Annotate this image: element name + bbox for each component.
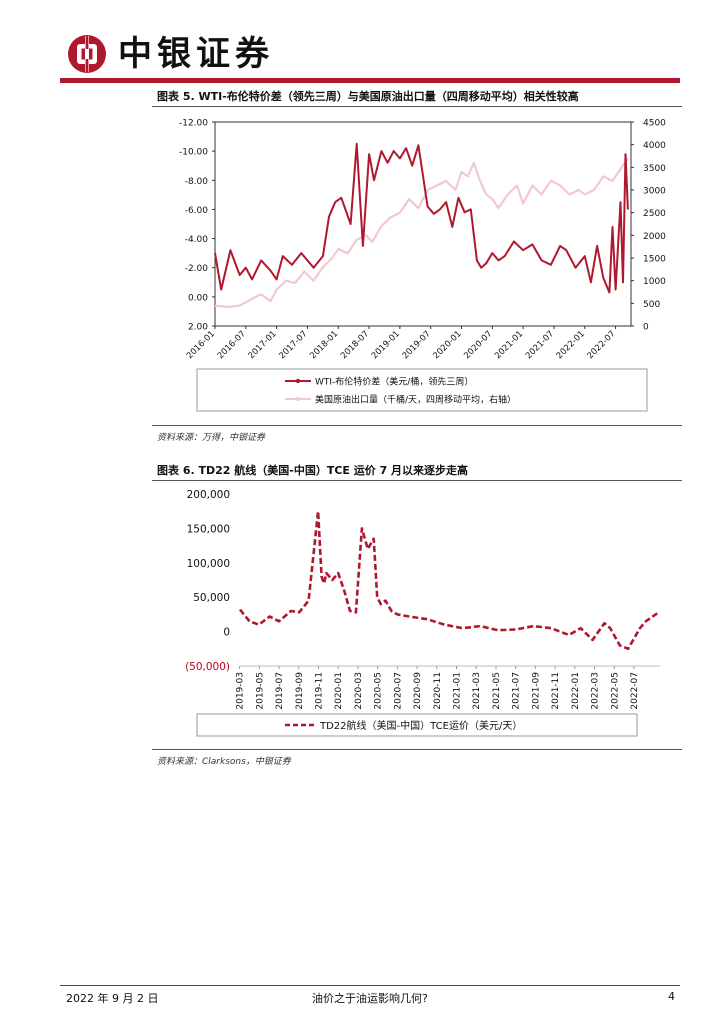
- figure6-title-rule: [152, 480, 682, 481]
- footer-date: 2022 年 9 月 2 日: [66, 992, 159, 1005]
- x-tick-label: 2021-01: [453, 672, 463, 710]
- figure5-title: 图表 5. WTI-布伦特价差（领先三周）与美国原油出口量（四周移动平均）相关性…: [157, 90, 579, 103]
- series-wti-brent-spread: [214, 142, 629, 294]
- x-tick-label: 2016-07: [216, 329, 248, 361]
- x-tick-label: 2020-01: [334, 672, 344, 710]
- left-tick-label: 0.00: [188, 293, 208, 303]
- y-tick-label: 150,000: [187, 523, 230, 535]
- x-tick-label: 2019-05: [255, 672, 265, 710]
- header-rule: [60, 78, 680, 83]
- x-tick-label: 2018-07: [339, 329, 371, 361]
- plot-frame: [214, 121, 632, 327]
- page-number: 4: [668, 990, 675, 1003]
- legend-box: [196, 368, 648, 412]
- figure6-bottom-rule: [152, 749, 682, 750]
- figure6-title: 图表 6. TD22 航线（美国-中国）TCE 运价 7 月以来逐步走高: [157, 464, 469, 477]
- figure5-bottom-rule: [152, 425, 682, 426]
- y-tick-label: 0: [223, 627, 230, 639]
- x-tick-label: 2020-07: [462, 329, 494, 361]
- right-tick-label: 500: [643, 300, 660, 310]
- x-tick-label: 2018-01: [308, 329, 340, 361]
- left-tick-label: -10.00: [179, 148, 208, 158]
- figure5-title-rule: [152, 106, 682, 107]
- right-tick-label: 2000: [643, 232, 666, 242]
- right-tick-label: 3000: [643, 187, 666, 197]
- x-tick-label: 2019-09: [295, 672, 305, 710]
- left-tick-label: -8.00: [185, 177, 209, 187]
- left-tick-label: -12.00: [179, 119, 208, 129]
- x-tick-label: 2021-03: [472, 672, 482, 710]
- x-tick-label: 2022-05: [610, 672, 620, 710]
- right-tick-label: 2500: [643, 209, 666, 219]
- x-tick-label: 2016-01: [185, 329, 217, 361]
- right-tick-label: 4500: [643, 119, 666, 129]
- figure5-source: 资料来源：万得，中银证券: [157, 433, 266, 443]
- footer-title: 油价之于油运影响几何?: [312, 992, 428, 1005]
- left-tick-label: -4.00: [185, 235, 209, 245]
- x-tick-label: 2022-01: [555, 329, 587, 361]
- right-tick-label: 1500: [643, 255, 666, 265]
- legend-label: WTI-布伦特价差（美元/桶，领先三周）: [315, 376, 473, 388]
- right-tick-label: 1000: [643, 277, 666, 287]
- x-tick-label: 2019-03: [236, 672, 246, 710]
- left-tick-label: -6.00: [185, 206, 209, 216]
- y-tick-label: 100,000: [187, 558, 230, 570]
- x-tick-label: 2022-07: [630, 672, 640, 710]
- x-tick-label: 2019-07: [275, 672, 285, 710]
- x-tick-label: 2020-11: [433, 672, 443, 710]
- x-tick-label: 2020-07: [393, 672, 403, 710]
- footer-rule: [60, 985, 680, 986]
- x-tick-label: 2021-09: [531, 672, 541, 710]
- y-tick-label: 200,000: [187, 489, 230, 501]
- x-tick-label: 2020-01: [431, 329, 463, 361]
- left-tick-label: -2.00: [185, 264, 209, 274]
- legend-label: 美国原油出口量（千桶/天，四周移动平均，右轴）: [315, 394, 516, 406]
- x-tick-label: 2021-05: [492, 672, 502, 710]
- x-tick-label: 2017-01: [247, 329, 279, 361]
- series-td22-tce: [238, 509, 659, 651]
- right-tick-label: 0: [643, 323, 649, 333]
- legend-box: [196, 713, 638, 737]
- x-tick-label: 2020-03: [354, 672, 364, 710]
- x-tick-label: 2019-01: [370, 329, 402, 361]
- y-tick-label: 50,000: [193, 592, 230, 604]
- x-tick-label: 2020-05: [374, 672, 384, 710]
- x-tick-label: 2017-07: [277, 329, 309, 361]
- x-tick-label: 2019-07: [401, 329, 433, 361]
- x-tick-label: 2021-01: [493, 329, 525, 361]
- x-tick-label: 2021-07: [524, 329, 556, 361]
- legend-marker: [295, 378, 301, 384]
- series-us-crude-exports: [214, 157, 629, 309]
- y-tick-label: (50,000): [185, 661, 230, 673]
- figure6-source: 资料来源：Clarksons，中银证券: [157, 757, 291, 767]
- brand-name: 中银证券: [118, 34, 274, 74]
- x-tick-label: 2022-07: [586, 329, 618, 361]
- x-tick-label: 2021-07: [512, 672, 522, 710]
- x-tick-label: 2019-11: [314, 672, 324, 710]
- legend-label: TD22航线（美国-中国）TCE运价（美元/天）: [319, 719, 522, 732]
- x-tick-label: 2021-11: [551, 672, 561, 710]
- x-tick-label: 2022-03: [591, 672, 601, 710]
- figure5-chart: -12.00 -10.00 -8.00 -6.00 -4.00 -2.00 0.00 2.00…: [179, 119, 666, 412]
- right-tick-label: 4000: [643, 141, 666, 151]
- x-tick-label: 2022-01: [571, 672, 581, 710]
- bank-logo-icon: [66, 33, 108, 79]
- legend-marker: [295, 396, 301, 402]
- left-tick-label: 2.00: [188, 323, 208, 333]
- figure6-chart: 200,000 150,000 100,000 50,000 0 (50,000) 2019…: [185, 489, 660, 737]
- x-tick-label: 2020-09: [413, 672, 423, 710]
- right-tick-label: 3500: [643, 164, 666, 174]
